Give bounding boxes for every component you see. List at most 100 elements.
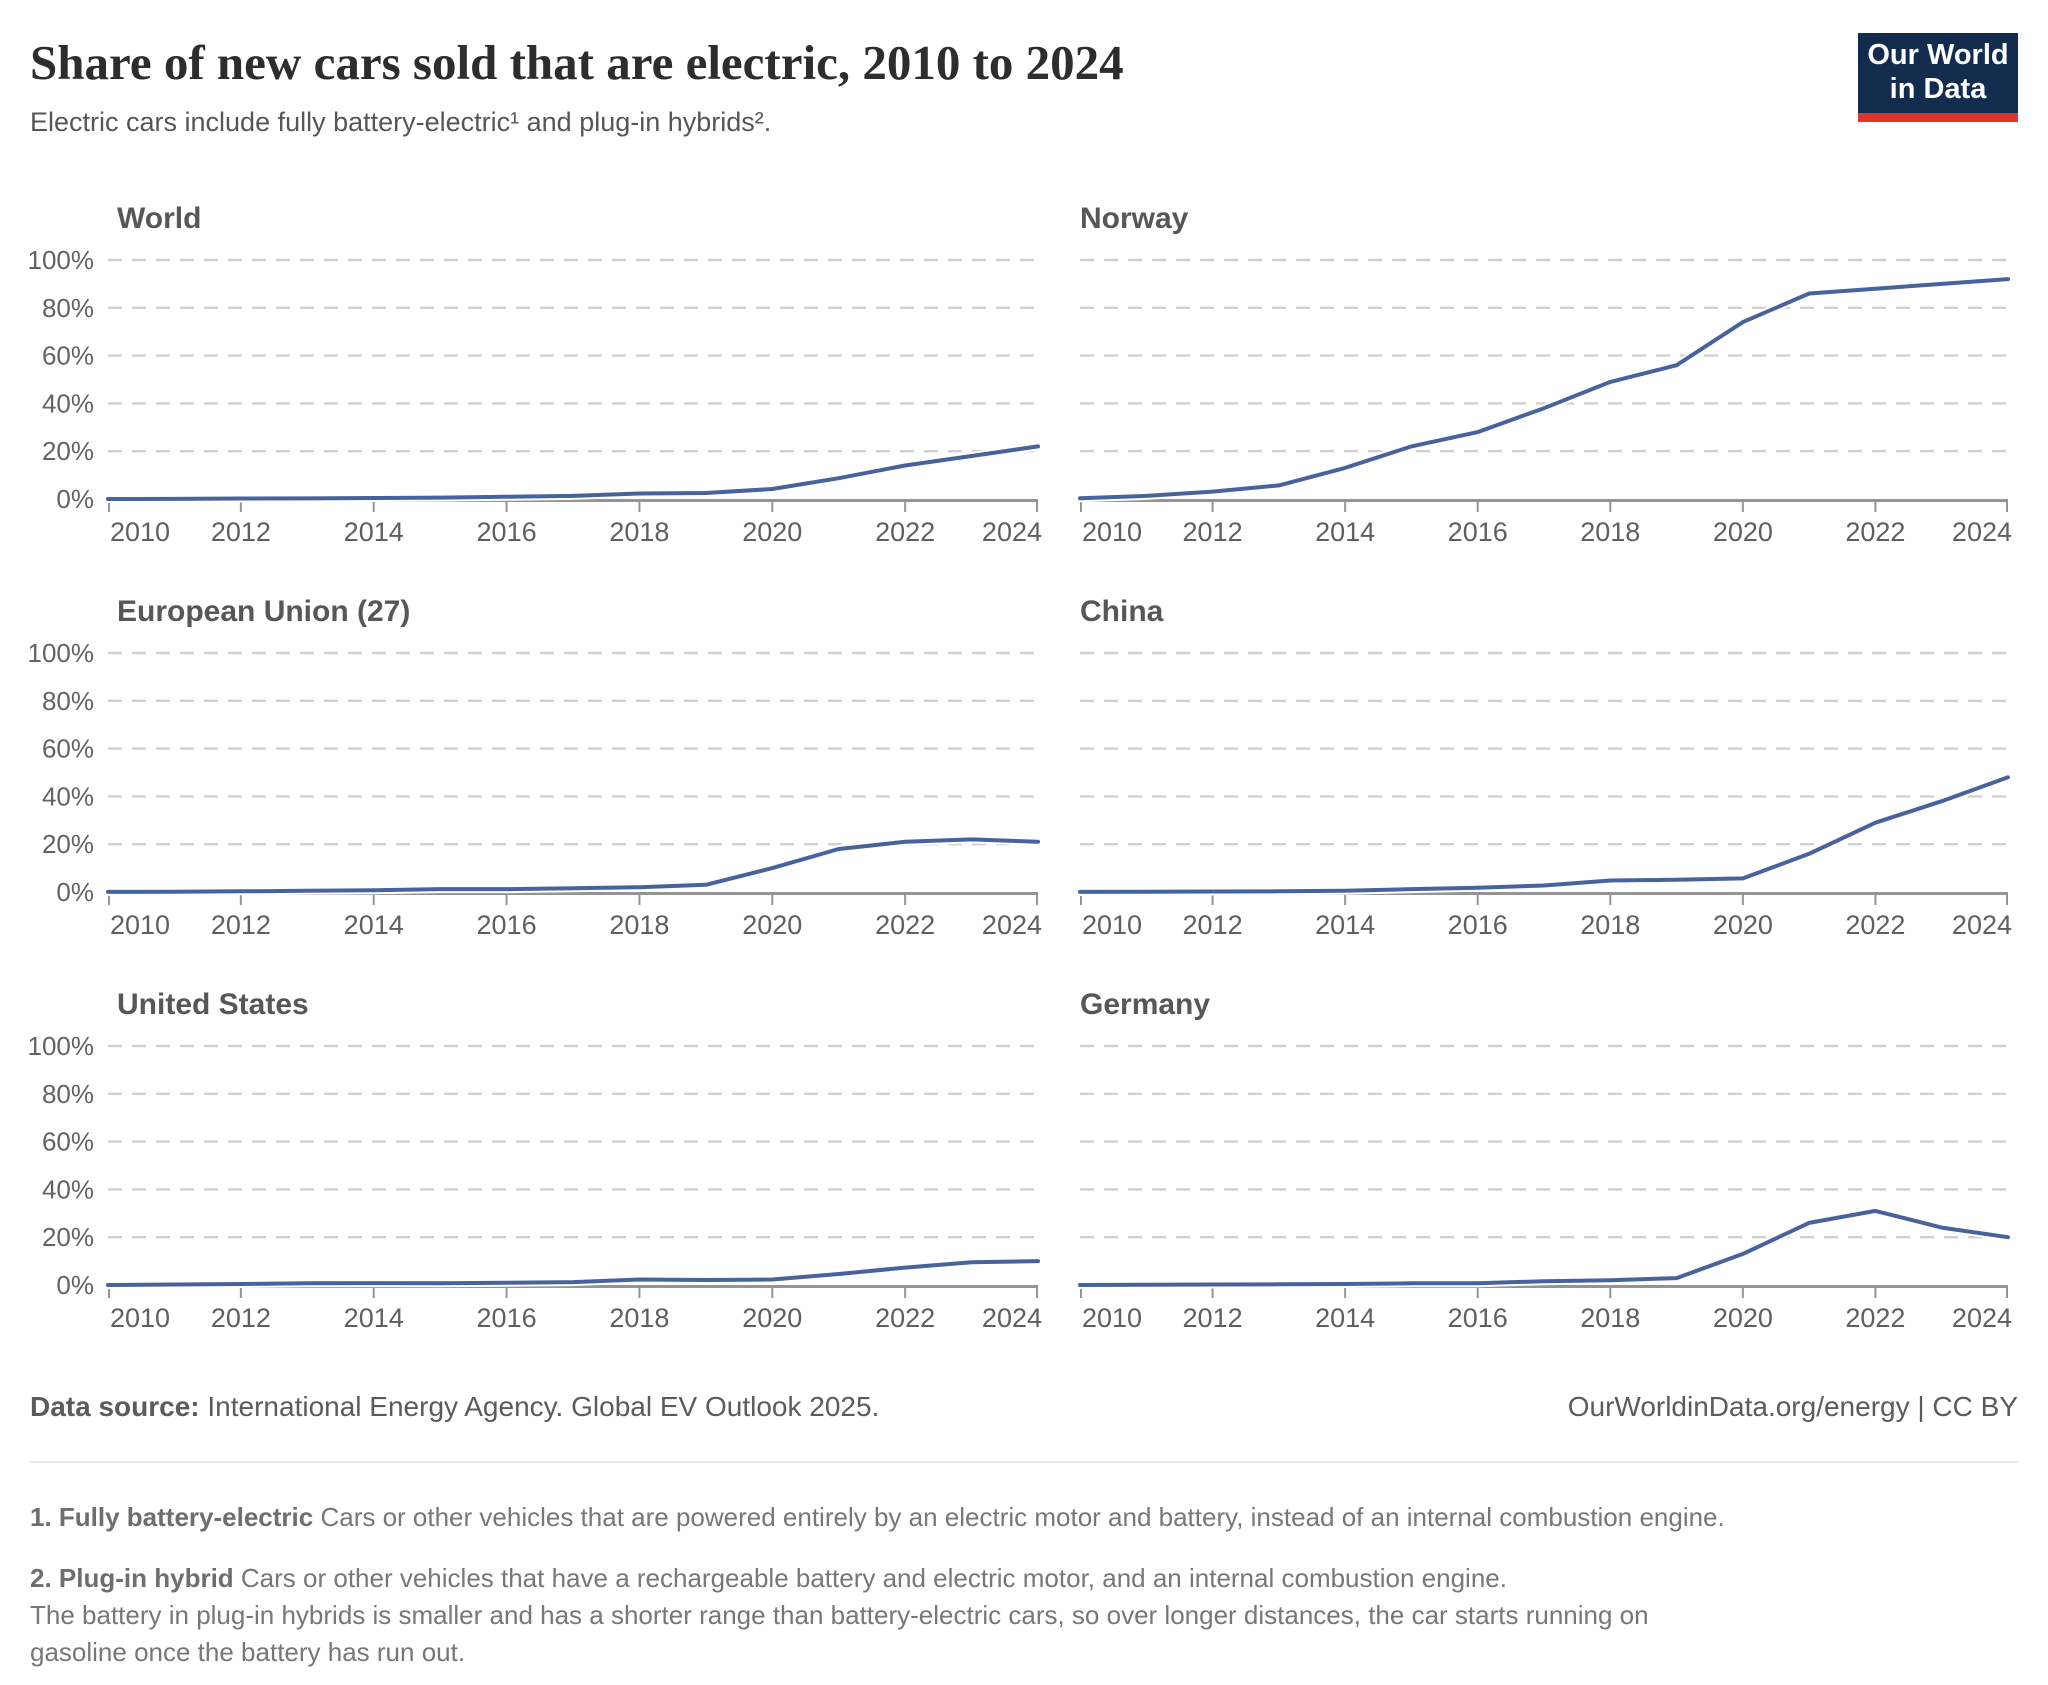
- rights-link[interactable]: OurWorldinData.org/energy | CC BY: [1567, 1390, 2018, 1422]
- gridlines: [108, 258, 1038, 453]
- x-tick-label: 2016: [1448, 910, 1508, 940]
- x-tick-label: 2018: [609, 1303, 669, 1333]
- data-source-text: International Energy Agency. Global EV O…: [199, 1390, 880, 1422]
- chart-title-world: World: [117, 201, 202, 235]
- x-tick-label: 2024: [1952, 517, 2012, 547]
- x-tick-label: 2012: [211, 910, 271, 940]
- y-tick-label: 100%: [28, 638, 95, 668]
- y-tick-label: 0%: [56, 877, 94, 907]
- y-tick-label: 0%: [56, 1270, 94, 1300]
- chart-panel-china: China 2010 2012 2014 2016 2018 2020 2022 2024: [1076, 594, 2012, 942]
- series-line: [1078, 1208, 2010, 1287]
- y-tick-label: 80%: [42, 686, 94, 716]
- x-tick-label: 2010: [1082, 1303, 1142, 1333]
- owid-logo-line1: Our World: [1867, 39, 2009, 72]
- gridlines: [108, 1044, 1038, 1239]
- x-tick-label: 2016: [1448, 517, 1508, 547]
- series-line-halo: [1076, 275, 2012, 503]
- y-tick-label: 40%: [42, 388, 94, 418]
- chart-panel-european-union: European Union (27) 0% 20% 40% 60% 80% 100% 20…: [28, 595, 1042, 942]
- series-line-halo: [1076, 1206, 2012, 1289]
- y-axis-labels: 0% 20% 40% 60% 80% 100%: [28, 638, 95, 907]
- line-chart-world: 0%20%40%60%80%100%2010 2012 2014 2016 2018 20…: [28, 245, 1042, 547]
- chart-panel-world: World 0% 20% 40% 60% 80% 100% 2010 2012 2014 2016…: [28, 201, 1042, 549]
- x-tick-label: 2018: [1580, 517, 1640, 547]
- x-tick-label: 2010: [110, 910, 170, 940]
- y-tick-label: 80%: [42, 1079, 94, 1109]
- line-chart-china: 2010 2012 2014 2016 2018 2020 2022 2024: [1076, 651, 2012, 940]
- line-chart-united-states: 0%20%40%60%80%100%2010 2012 2014 2016 2018 20…: [28, 1031, 1042, 1333]
- x-tick-label: 2010: [110, 1303, 170, 1333]
- y-tick-label: 100%: [28, 1031, 95, 1061]
- line-chart-germany: 2010 2012 2014 2016 2018 2020 2022 2024: [1076, 1044, 2012, 1333]
- x-tick-label: 2012: [211, 517, 271, 547]
- footnote-1-text: Cars or other vehicles that are powered …: [313, 1501, 1725, 1532]
- gridlines: [1080, 258, 2008, 453]
- x-tick-label: 2012: [1183, 517, 1243, 547]
- series-line: [1078, 775, 2010, 894]
- data-source-label: Data source:: [30, 1390, 200, 1422]
- y-tick-label: 60%: [42, 341, 94, 371]
- charts-grid: World 0% 20% 40% 60% 80% 100% 2010 2012 2014 2016…: [28, 201, 2018, 1335]
- x-tick-label: 2020: [1713, 517, 1773, 547]
- x-tick-label: 2016: [477, 910, 537, 940]
- gridlines: [108, 651, 1038, 846]
- chart-panel-norway: Norway 2010 2012 2014 2016 2018 2020 2022 2024: [1076, 202, 2012, 549]
- x-tick-label: 2014: [344, 517, 404, 547]
- x-axis-ticks: [1080, 894, 2008, 905]
- x-axis-labels: 2010 2012 2014 2016 2018 2020 2022 2024: [110, 1303, 1042, 1333]
- gridlines: [1080, 651, 2008, 846]
- series-line: [1078, 277, 2010, 501]
- x-tick-label: 2024: [982, 910, 1042, 940]
- footnote-1-lead: 1. Fully battery-electric: [30, 1501, 314, 1532]
- y-axis-labels: 0% 20% 40% 60% 80% 100%: [28, 245, 95, 514]
- line-chart-norway: 2010 2012 2014 2016 2018 2020 2022 2024: [1076, 258, 2012, 547]
- x-tick-label: 2012: [1183, 910, 1243, 940]
- x-tick-label: 2012: [211, 1303, 271, 1333]
- data-source: Data source: International Energy Agency…: [30, 1391, 879, 1423]
- x-tick-label: 2020: [742, 1303, 802, 1333]
- x-tick-label: 2020: [742, 910, 802, 940]
- owid-logo-line2: in Data: [1889, 73, 1987, 105]
- x-axis-labels: 2010 2012 2014 2016 2018 2020 2022 2024: [1082, 910, 2012, 940]
- series-line-halo: [1076, 773, 2012, 896]
- x-axis-ticks: [108, 894, 1038, 905]
- x-tick-label: 2014: [344, 1303, 404, 1333]
- footnote-2-text: Cars or other vehicles that have a recha…: [30, 1562, 1649, 1667]
- page-subtitle: Electric cars include fully battery-elec…: [30, 106, 772, 137]
- series-line: [106, 1259, 1040, 1287]
- y-tick-label: 20%: [42, 436, 94, 466]
- x-tick-label: 2022: [875, 517, 935, 547]
- header: Share of new cars sold that are electric…: [30, 0, 2018, 140]
- y-tick-label: 100%: [28, 245, 95, 275]
- x-axis-ticks: [108, 501, 1038, 512]
- x-tick-label: 2024: [982, 1303, 1042, 1333]
- x-tick-label: 2010: [1082, 910, 1142, 940]
- x-tick-label: 2020: [742, 517, 802, 547]
- y-tick-label: 40%: [42, 1174, 94, 1204]
- x-tick-label: 2014: [344, 910, 404, 940]
- x-tick-label: 2018: [1580, 1303, 1640, 1333]
- x-tick-label: 2014: [1315, 910, 1375, 940]
- series-line-halo: [104, 442, 1042, 503]
- x-tick-label: 2016: [477, 1303, 537, 1333]
- chart-title-china: China: [1080, 594, 1164, 628]
- x-tick-label: 2022: [875, 910, 935, 940]
- x-axis-labels: 2010 2012 2014 2016 2018 2020 2022 2024: [1082, 517, 2012, 547]
- chart-panel-germany: Germany 2010 2012 2014 2016 2018 2020 2022 2024: [1076, 987, 2012, 1335]
- y-axis-labels: 0% 20% 40% 60% 80% 100%: [28, 1031, 95, 1300]
- y-tick-label: 0%: [56, 484, 94, 514]
- footer: Data source: International Energy Agency…: [30, 1391, 2018, 1423]
- x-tick-label: 2010: [1082, 517, 1142, 547]
- chart-title-germany: Germany: [1080, 987, 1211, 1021]
- x-tick-label: 2016: [1448, 1303, 1508, 1333]
- series-line: [106, 837, 1040, 894]
- x-axis-labels: 2010 2012 2014 2016 2018 2020 2022 2024: [1082, 1303, 2012, 1333]
- x-tick-label: 2022: [1845, 517, 1905, 547]
- x-tick-label: 2018: [609, 910, 669, 940]
- page-title: Share of new cars sold that are electric…: [30, 35, 1124, 90]
- x-tick-label: 2024: [1952, 910, 2012, 940]
- chart-title-united-states: United States: [117, 987, 309, 1021]
- x-axis-ticks: [108, 1287, 1038, 1298]
